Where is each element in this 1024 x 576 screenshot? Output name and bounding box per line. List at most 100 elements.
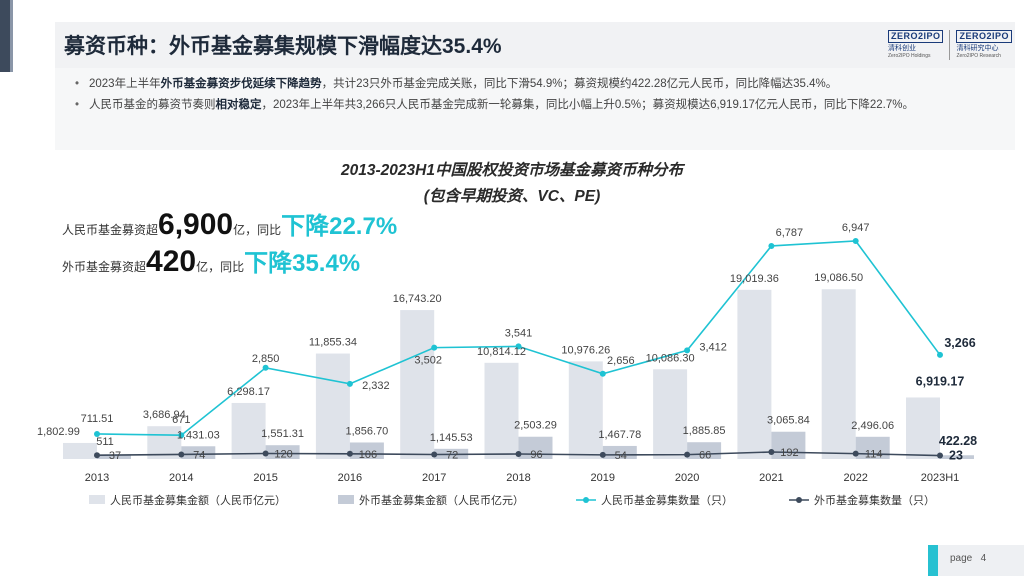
logo-main-text: ZERO2IPO <box>887 30 944 43</box>
legend-swatch <box>338 495 354 504</box>
label-foreign-amount: 422.28 <box>939 434 977 448</box>
label-foreign-count: 192 <box>780 447 798 459</box>
label-foreign-count: 66 <box>699 450 711 462</box>
label-foreign-amount: 1,551.31 <box>261 428 304 440</box>
point-foreign-count <box>346 450 353 457</box>
logo-sub-text: 清科研究中心 <box>956 45 999 52</box>
label-rmb-count: 711.51 <box>81 413 114 425</box>
bar-rmb-amount <box>315 353 350 459</box>
x-tick-label: 2020 <box>675 472 699 484</box>
label-foreign-count: 23 <box>949 449 963 463</box>
legend-swatch-point <box>796 497 802 503</box>
bar-rmb-amount <box>63 442 97 459</box>
legend-label: 外币基金募集金额（人民币亿元） <box>359 493 524 507</box>
label-foreign-amount: 1,885.85 <box>683 425 726 437</box>
label-foreign-amount: 2,496.06 <box>851 420 894 432</box>
x-tick-label: 2023H1 <box>921 472 960 484</box>
point-foreign-count <box>599 451 606 458</box>
label-rmb-amount: 19,086.50 <box>814 272 863 284</box>
bullet-text: 2023年上半年 <box>89 78 161 90</box>
logo-sub2-text: Zero2IPO Holdings <box>887 53 931 59</box>
logo-zero2ipo-holdings: ZERO2IPO 清科创业 Zero2IPO Holdings <box>887 30 944 60</box>
chart-subtitle: (包含早期投资、VC、PE) <box>423 188 601 205</box>
logo-divider <box>949 30 951 60</box>
callout-foreign-mid: 亿，同比 <box>196 260 245 274</box>
point-foreign-count <box>262 450 269 457</box>
bullet-text: ，共计23只外币基金完成关账，同比下滑54.9%；募资规模约422.28亿元人民… <box>321 78 838 90</box>
x-tick-label: 2021 <box>759 472 783 484</box>
point-rmb-count <box>262 364 269 371</box>
page-number: page 4 <box>950 553 986 564</box>
summary-bullets: 2023年上半年外币基金募资步伐延续下降趋势，共计23只外币基金完成关账，同比下… <box>55 68 1015 150</box>
x-tick-label: 2016 <box>338 472 362 484</box>
point-foreign-count <box>515 451 522 457</box>
left-accent-bar-light <box>10 0 13 72</box>
label-foreign-amount: 1,856.70 <box>345 425 388 437</box>
label-rmb-count: 3,502 <box>414 355 442 367</box>
x-tick-label: 2019 <box>591 472 615 484</box>
bar-rmb-amount <box>906 397 940 459</box>
point-foreign-count <box>768 449 775 455</box>
point-rmb-count <box>431 344 438 351</box>
x-tick-label: 2015 <box>253 472 277 484</box>
point-rmb-count <box>178 432 185 439</box>
callout-rmb-pre: 人民币基金募资超 <box>62 223 159 237</box>
label-rmb-count: 2,656 <box>607 355 635 367</box>
bullet-bold-text: 相对稳定 <box>215 99 262 111</box>
label-foreign-amount: 1,467.78 <box>598 429 641 441</box>
header-bar <box>55 22 1015 68</box>
label-rmb-amount: 6,298.17 <box>227 386 270 398</box>
footer-bg <box>938 545 1024 576</box>
point-rmb-count <box>768 242 775 249</box>
bar-foreign-amount <box>940 455 974 459</box>
callout-rmb-change: 下降22.7% <box>281 213 398 240</box>
point-rmb-count <box>346 380 353 387</box>
label-foreign-amount: 1,145.53 <box>430 432 473 444</box>
label-rmb-count: 6,787 <box>776 227 804 239</box>
bar-foreign-amount <box>771 431 806 459</box>
x-tick-label: 2014 <box>169 472 193 484</box>
logo-group: ZERO2IPO 清科创业 Zero2IPO Holdings ZERO2IPO… <box>887 30 1012 60</box>
label-foreign-amount: 511 <box>96 436 114 448</box>
bar-rmb-amount <box>821 289 856 459</box>
x-tick-label: 2013 <box>85 472 109 484</box>
bullet-bold-text: 外币基金募资步伐延续下降趋势 <box>160 78 322 90</box>
bar-rmb-amount <box>147 426 182 459</box>
label-foreign-amount: 3,065.84 <box>767 415 810 427</box>
label-foreign-count: 37 <box>109 450 121 462</box>
point-foreign-count <box>852 450 859 457</box>
label-rmb-count: 671 <box>172 414 190 426</box>
callout-rmb-mid: 亿，同比 <box>233 223 282 237</box>
bar-foreign-amount <box>602 445 637 459</box>
label-foreign-count: 114 <box>865 449 883 461</box>
label-rmb-count: 3,541 <box>505 327 533 339</box>
label-rmb-count: 6,947 <box>842 222 870 234</box>
point-rmb-count <box>937 351 943 358</box>
chart-title: 2013-2023H1中国股权投资市场基金募资币种分布 <box>341 162 683 179</box>
label-rmb-amount: 19,019.36 <box>730 273 779 285</box>
label-rmb-amount: 16,743.20 <box>393 293 442 305</box>
callout-foreign: 外币基金募资超420亿，同比下降35.4% <box>62 243 360 279</box>
legend-label: 人民币基金募集数量（只） <box>601 493 733 507</box>
x-tick-label: 2018 <box>506 472 530 484</box>
bar-rmb-amount <box>400 310 435 459</box>
label-foreign-amount: 1,431.03 <box>177 429 220 441</box>
label-rmb-count: 2,332 <box>362 380 390 392</box>
point-rmb-count <box>515 343 522 350</box>
label-foreign-count: 106 <box>359 449 377 461</box>
page-label: page <box>950 553 973 564</box>
point-foreign-count <box>178 451 185 458</box>
label-rmb-count: 3,412 <box>699 341 727 353</box>
legend-label: 外币基金募集数量（只） <box>814 493 935 507</box>
callout-foreign-amount: 420 <box>146 245 197 278</box>
point-foreign-count <box>94 452 100 459</box>
bar-rmb-amount <box>737 289 772 459</box>
bullet-foreign-fund: 2023年上半年外币基金募资步伐延续下降趋势，共计23只外币基金完成关账，同比下… <box>75 76 999 93</box>
bar-foreign-amount <box>265 445 300 459</box>
point-rmb-count <box>852 238 859 244</box>
point-rmb-count <box>684 347 691 354</box>
point-rmb-count <box>94 430 100 437</box>
label-rmb-count: 3,266 <box>944 336 975 350</box>
bar-rmb-amount <box>568 361 603 459</box>
